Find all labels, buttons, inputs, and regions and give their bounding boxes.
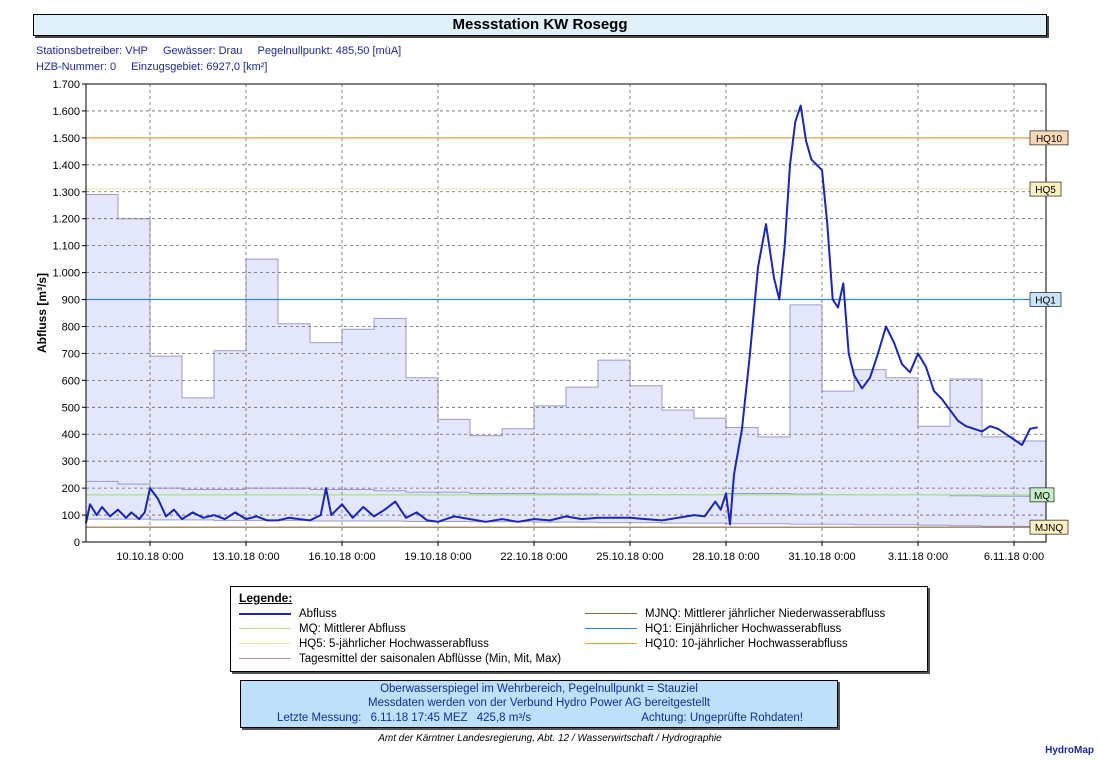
y-tick-label-16: 1.600 xyxy=(52,106,80,118)
plot-frame xyxy=(85,83,1047,543)
station-operator: Stationsbetreiber: VHP xyxy=(36,45,148,57)
legend-title: Legende: xyxy=(239,591,293,605)
y-tick-label-13: 1.300 xyxy=(52,187,80,199)
y-tick-label-12: 1.200 xyxy=(52,214,80,226)
legend-item-right-0: MJNQ: Mittlerer jährlicher Niederwassera… xyxy=(585,607,885,621)
legend-label: Tagesmittel der saisonalen Abflüsse (Min… xyxy=(299,653,562,665)
y-tick-label-17: 1.700 xyxy=(52,79,80,91)
station-catchment: Einzugsgebiet: 6927,0 [km²] xyxy=(131,61,268,73)
station-water: Gewässer: Drau xyxy=(162,45,243,57)
y-tick-label-3: 300 xyxy=(62,456,80,468)
station-hzb-number: HZB-Nummer: 0 xyxy=(36,61,117,73)
last-measurement-value: 425,8 m³/s xyxy=(476,712,532,724)
y-tick-label-11: 1.100 xyxy=(52,241,80,253)
legend-label: HQ5: 5-jährlicher Hochwasserabfluss xyxy=(299,638,489,650)
legend: Legende: Abfluss MQ: Mittlerer Abfluss HQ5… xyxy=(230,586,928,672)
x-tick-label-5: 25.10.18 0:00 xyxy=(596,551,663,563)
info-box: Oberwasserspiegel im Wehrbereich, Pegeln… xyxy=(240,680,838,728)
chart-title: Messstation KW Rosegg xyxy=(33,14,1047,36)
legend-swatch xyxy=(585,628,637,630)
threshold-label-hq1: HQ1 xyxy=(1035,296,1056,307)
y-tick-label-14: 1.400 xyxy=(52,160,80,172)
legend-swatch xyxy=(239,658,291,660)
y-tick-label-15: 1.500 xyxy=(52,133,80,145)
discharge-chart: 0 100 200 300 400 500 600 700 800 900 1.000 1.100 1.… xyxy=(35,79,1069,563)
y-tick-label-5: 500 xyxy=(62,402,80,414)
threshold-tag-mq xyxy=(1029,487,1055,503)
legend-label: MQ: Mittlerer Abfluss xyxy=(299,623,406,635)
y-tick-label-2: 200 xyxy=(62,483,80,495)
legend-item-right-2: HQ10: 10-jährlicher Hochwasserabfluss xyxy=(585,637,848,651)
legend-swatch xyxy=(585,643,637,645)
raw-data-warning: Achtung: Ungeprüfte Rohdaten! xyxy=(641,712,803,724)
x-tick-label-0: 10.10.18 0:00 xyxy=(116,551,183,563)
x-tick-label-7: 31.10.18 0:00 xyxy=(788,551,855,563)
y-tick-label-10: 1.000 xyxy=(52,268,80,280)
last-measurement-label: Letzte Messung: xyxy=(277,712,362,724)
legend-item-left-3: Tagesmittel der saisonalen Abflüsse (Min… xyxy=(239,652,561,666)
y-tick-label-1: 100 xyxy=(62,510,80,522)
series-line-abfluss xyxy=(85,104,1038,526)
threshold-label-hq5: HQ5 xyxy=(1035,185,1056,196)
seasonal-band xyxy=(86,194,1046,527)
footer-credit: Amt der Kärntner Landesregierung, Abt. 1… xyxy=(378,733,722,744)
x-tick-label-4: 22.10.18 0:00 xyxy=(500,551,567,563)
y-axis-title: Abfluss [m³/s] xyxy=(35,273,49,353)
threshold-label-mq: MQ xyxy=(1034,491,1050,502)
y-tick-label-7: 700 xyxy=(62,348,80,360)
station-meta-line2: HZB-Nummer: 0 Einzugsgebiet: 6927,0 [km²… xyxy=(36,61,279,73)
legend-item-right-1: HQ1: Einjährlicher Hochwasserabfluss xyxy=(585,622,841,636)
seasonal-line-min xyxy=(86,518,1046,527)
x-tick-label-8: 3.11.18 0:00 xyxy=(888,551,948,563)
legend-label: HQ1: Einjährlicher Hochwasserabfluss xyxy=(645,623,842,635)
info-line1: Oberwasserspiegel im Wehrbereich, Pegeln… xyxy=(380,683,698,695)
y-tick-label-0: 0 xyxy=(74,537,80,549)
legend-label: MJNQ: Mittlerer jährlicher Niederwassera… xyxy=(645,608,886,620)
legend-label: Abfluss xyxy=(299,608,337,620)
seasonal-line-max xyxy=(86,194,1046,442)
x-tick-label-2: 16.10.18 0:00 xyxy=(308,551,375,563)
hydromap-logo: HydroMap xyxy=(1045,745,1094,756)
x-tick-label-1: 13.10.18 0:00 xyxy=(212,551,279,563)
threshold-tag-hq5 xyxy=(1029,181,1062,197)
y-tick-label-6: 600 xyxy=(62,375,80,387)
y-tick-label-8: 800 xyxy=(62,321,80,333)
threshold-label-hq10: HQ10 xyxy=(1036,134,1063,145)
legend-item-left-2: HQ5: 5-jährlicher Hochwasserabfluss xyxy=(239,637,489,651)
station-gauge-zero: Pegelnullpunkt: 485,50 [müA] xyxy=(257,45,402,57)
threshold-tag-hq10 xyxy=(1029,130,1069,146)
legend-swatch xyxy=(239,612,291,615)
legend-item-left-1: MQ: Mittlerer Abfluss xyxy=(239,622,406,636)
legend-item-left-0: Abfluss xyxy=(239,607,337,621)
legend-swatch xyxy=(239,628,291,630)
y-tick-label-4: 400 xyxy=(62,429,80,441)
x-tick-label-3: 19.10.18 0:00 xyxy=(404,551,471,563)
legend-label: HQ10: 10-jährlicher Hochwasserabfluss xyxy=(645,638,848,650)
y-tick-label-9: 900 xyxy=(62,295,80,307)
x-tick-label-6: 28.10.18 0:00 xyxy=(692,551,759,563)
last-measurement-time: 6.11.18 17:45 MEZ xyxy=(370,712,468,724)
threshold-tag-mjnq xyxy=(1029,519,1069,535)
threshold-tag-hq1 xyxy=(1029,292,1062,307)
last-measurement: Letzte Messung: 6.11.18 17:45 MEZ 425,8 … xyxy=(277,712,537,724)
info-line2: Messdaten werden von der Verbund Hydro P… xyxy=(368,697,710,709)
x-tick-label-9: 6.11.18 0:00 xyxy=(984,551,1044,563)
station-meta-line1: Stationsbetreiber: VHP Gewässer: Drau Pe… xyxy=(36,45,413,57)
threshold-label-mjnq: MJNQ xyxy=(1035,523,1064,534)
legend-swatch xyxy=(239,643,291,645)
legend-swatch xyxy=(585,613,637,615)
